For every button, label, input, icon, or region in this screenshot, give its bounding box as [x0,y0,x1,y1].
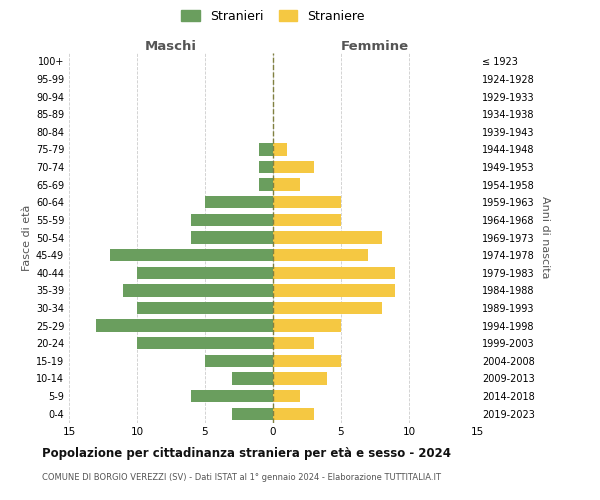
Bar [259,143,273,156]
Text: COMUNE DI BORGIO VEREZZI (SV) - Dati ISTAT al 1° gennaio 2024 - Elaborazione TUT: COMUNE DI BORGIO VEREZZI (SV) - Dati IST… [42,472,441,482]
Bar [205,196,273,208]
Bar [273,337,314,349]
Legend: Stranieri, Straniere: Stranieri, Straniere [178,6,368,26]
Bar [110,249,273,262]
Text: Popolazione per cittadinanza straniera per età e sesso - 2024: Popolazione per cittadinanza straniera p… [42,448,451,460]
Bar [137,337,273,349]
Y-axis label: Anni di nascita: Anni di nascita [540,196,550,279]
Bar [273,143,287,156]
Bar [273,390,300,402]
Bar [232,372,273,384]
Y-axis label: Fasce di età: Fasce di età [22,204,32,270]
Bar [273,302,382,314]
Bar [191,214,273,226]
Bar [273,249,368,262]
Bar [273,284,395,296]
Bar [273,232,382,243]
Bar [273,320,341,332]
Bar [273,372,328,384]
Text: Femmine: Femmine [341,40,409,52]
Text: Maschi: Maschi [145,40,197,52]
Bar [273,196,341,208]
Bar [137,302,273,314]
Bar [273,161,314,173]
Bar [191,390,273,402]
Bar [96,320,273,332]
Bar [205,354,273,367]
Bar [273,266,395,279]
Bar [137,266,273,279]
Bar [273,178,300,191]
Bar [259,178,273,191]
Bar [273,408,314,420]
Bar [191,232,273,243]
Bar [273,214,341,226]
Bar [124,284,273,296]
Bar [273,354,341,367]
Bar [259,161,273,173]
Bar [232,408,273,420]
